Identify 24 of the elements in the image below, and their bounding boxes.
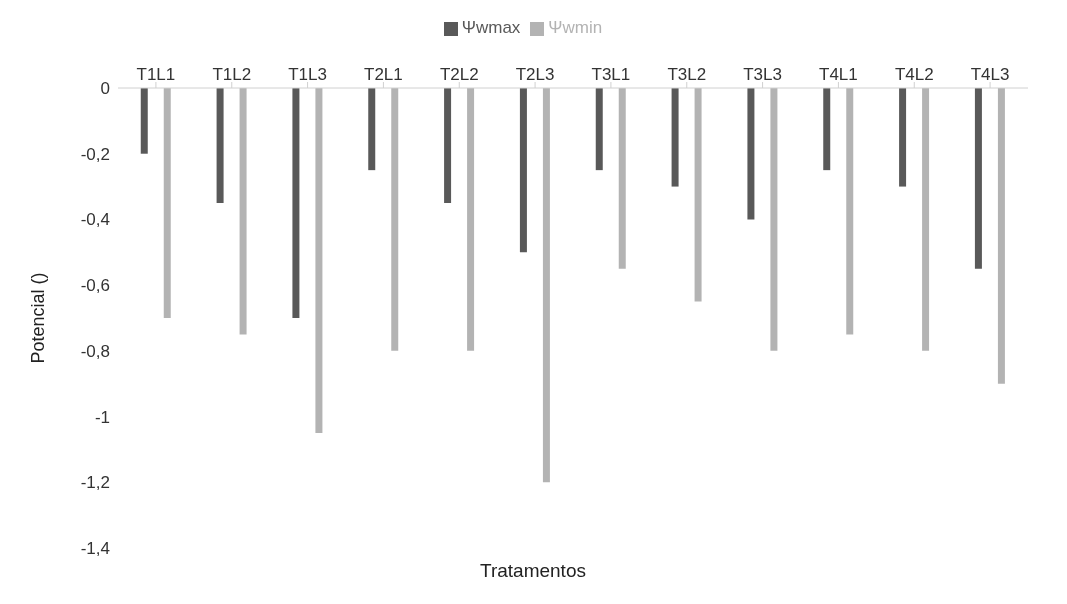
x-tick-label: T2L2 bbox=[439, 65, 479, 84]
y-tick-label: -0,2 bbox=[80, 144, 110, 164]
x-tick-label: T4L1 bbox=[819, 65, 858, 84]
x-tick-label: T4L2 bbox=[894, 65, 934, 84]
x-tick-label: T3L3 bbox=[743, 65, 782, 84]
y-tick-label: -1,4 bbox=[80, 539, 110, 559]
y-tick-label: -1 bbox=[94, 407, 110, 427]
y-tick-label: -0,4 bbox=[80, 210, 110, 230]
x-tick-label: T1L3 bbox=[288, 65, 327, 84]
x-tick-label: T2L3 bbox=[515, 65, 555, 84]
x-tick-label: T2L1 bbox=[364, 65, 403, 84]
x-tick-label: T1L1 bbox=[136, 65, 176, 84]
x-tick-label: T3L1 bbox=[591, 65, 631, 84]
y-tick-label: -0,6 bbox=[80, 276, 110, 296]
x-tick-label: T1L2 bbox=[212, 65, 252, 84]
x-tick-label: T4L3 bbox=[970, 65, 1010, 84]
legend-label: Ψwmin bbox=[548, 18, 603, 37]
x-axis-title: Tratamentos bbox=[479, 560, 587, 582]
y-tick-label: -1,2 bbox=[80, 473, 110, 493]
legend-label: Ψwmax bbox=[461, 18, 521, 37]
y-tick-label: -0,8 bbox=[80, 341, 110, 361]
y-tick-label: 0 bbox=[100, 79, 110, 99]
y-axis-title: Potencial () bbox=[28, 272, 49, 364]
x-tick-label: T3L2 bbox=[667, 65, 707, 84]
